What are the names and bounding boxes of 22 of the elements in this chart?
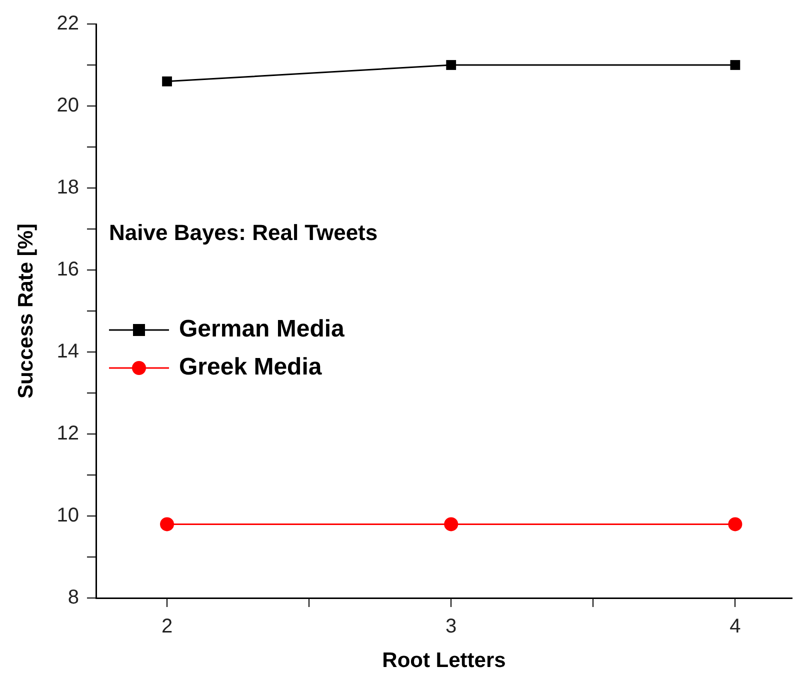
y-tick-label: 16	[56, 258, 79, 281]
legend-label: Greek Media	[179, 354, 322, 381]
point	[446, 60, 456, 70]
y-tick-label: 22	[56, 12, 79, 35]
y-tick-label: 10	[56, 504, 79, 527]
y-tick-label: 20	[56, 94, 79, 117]
x-tick-label: 4	[730, 616, 741, 638]
y-tick-label: 12	[56, 422, 79, 445]
x-tick-label: 3	[446, 616, 457, 638]
legend-label: German Media	[179, 316, 346, 343]
y-tick-label: 8	[68, 586, 79, 609]
y-tick-label: 18	[56, 176, 79, 199]
x-tick-label: 2	[161, 616, 173, 638]
y-axis-title: Success Rate [%]	[14, 223, 38, 399]
annotation: Naive Bayes: Real Tweets	[109, 220, 378, 246]
point	[728, 517, 742, 532]
point	[444, 517, 458, 532]
x-axis-title: Root Letters	[382, 649, 506, 672]
point	[162, 76, 172, 86]
y-tick-label: 14	[56, 340, 79, 363]
point	[160, 517, 174, 532]
point	[730, 60, 740, 70]
